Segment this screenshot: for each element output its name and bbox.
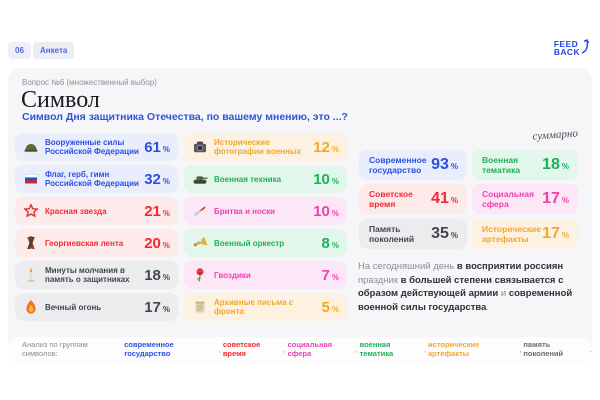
- symbol-card-st-george-ribbon: Георгиевская лента 20%: [15, 229, 178, 257]
- candle-icon: [23, 267, 39, 283]
- symbol-card-flag-anthem: Флаг, герб, гимн Российской Федерации 32…: [15, 165, 178, 193]
- legend-social-sphere: социальная сфера: [287, 340, 335, 358]
- symbol-value: 12%: [313, 138, 339, 156]
- symbol-value: 10%: [313, 202, 339, 220]
- trumpet-icon: [192, 235, 208, 251]
- summary-label: Исторические артефакты: [482, 224, 541, 244]
- symbol-value: 7%: [321, 266, 339, 284]
- legend-memory-of-generations: память поколений: [523, 340, 564, 358]
- symbol-value: 20%: [144, 234, 170, 252]
- summary-card-memory-of-generations: Память поколений 35%: [359, 219, 467, 249]
- summary-label: Социальная сфера: [482, 189, 534, 209]
- symbol-value: 18%: [144, 266, 170, 284]
- symbol-card-historic-photos: Исторические фотографии военных 12%: [184, 133, 347, 161]
- symbol-label: Красная звезда: [45, 206, 107, 216]
- summary-value: 93%: [431, 156, 458, 173]
- summary-value: 17%: [542, 190, 569, 207]
- symbol-label: Флаг, герб, гимн Российской Федерации: [45, 170, 139, 188]
- summary-card-modern-state: Современное государство 93%: [359, 150, 467, 180]
- summary-card-historic-artifacts: Исторические артефакты 17%: [472, 219, 578, 249]
- summary-card-military-theme: Военная тематика 18%: [472, 150, 578, 180]
- symbol-label: Военная техника: [214, 174, 282, 184]
- summary-value: 17%: [542, 225, 569, 242]
- logo-arrow-icon: [581, 39, 590, 54]
- summary-value: 18%: [542, 156, 569, 173]
- symbol-card-eternal-flame: Вечный огонь 17%: [15, 293, 178, 321]
- symbol-value: 32%: [144, 170, 170, 188]
- symbol-label: Вечный огонь: [45, 302, 102, 312]
- feedback-logo-text: FEED BACK: [553, 39, 580, 57]
- question-label: Вопрос №6 (множественный выбор): [22, 78, 157, 87]
- helmet-icon: [23, 139, 39, 155]
- symbol-card-carnations: Гвоздики 7%: [184, 261, 347, 289]
- symbol-card-minute-of-silence: Минуты молчания в память о защитниках 18…: [15, 261, 178, 289]
- summary-value: 41%: [431, 190, 458, 207]
- symbol-label: Вооруженные силы Российской Федерации: [45, 138, 139, 156]
- symbol-card-military-band: Военный оркестр 8%: [184, 229, 347, 257]
- summary-label: Современное государство: [369, 155, 427, 175]
- russian-flag-icon: [23, 171, 39, 187]
- summary-label: Память поколений: [369, 224, 415, 244]
- symbol-label: Гвоздики: [214, 270, 251, 280]
- scroll-icon: [192, 299, 208, 315]
- legend-historic-artifacts: исторические артефакты: [427, 340, 482, 358]
- camera-icon: [192, 139, 208, 155]
- symbol-label: Архивные письма с фронта: [214, 298, 294, 316]
- legend-soviet-era: советское время: [222, 340, 263, 358]
- question-subtitle: Символ Дня защитника Отечества, по вашем…: [22, 111, 348, 123]
- symbol-value: 10%: [313, 170, 339, 188]
- symbol-card-red-star: Красная звезда 21%: [15, 197, 178, 225]
- tank-icon: [192, 171, 208, 187]
- symbol-value: 61%: [144, 138, 170, 156]
- slide-number-badge[interactable]: 06: [8, 42, 31, 59]
- symbol-card-archive-letters: Архивные письма с фронта 5%: [184, 293, 347, 321]
- symbol-value: 21%: [144, 202, 170, 220]
- insight-paragraph: На сегодняшний день в восприятии россиян…: [358, 261, 573, 313]
- groups-legend: Анализ по группам символов: современное …: [8, 337, 592, 361]
- legend-military-theme: военная тематика: [359, 340, 394, 358]
- summary-label: Военная тематика: [482, 155, 521, 175]
- symbol-card-military-vehicles: Военная техника 10%: [184, 165, 347, 193]
- summary-value: 35%: [431, 225, 458, 242]
- ribbon-icon: [23, 235, 39, 251]
- carnation-icon: [192, 267, 208, 283]
- symbol-card-armed-forces: Вооруженные силы Российской Федерации 61…: [15, 133, 178, 161]
- summary-card-soviet-era: Советское время 41%: [359, 184, 467, 214]
- symbol-value: 8%: [321, 234, 339, 252]
- symbol-label: Исторические фотографии военных: [214, 138, 302, 156]
- survey-badge[interactable]: Анкета: [33, 42, 75, 59]
- feedback-logo: FEED BACK: [553, 39, 590, 57]
- symbol-value: 17%: [144, 298, 170, 316]
- razor-icon: [192, 203, 208, 219]
- page-title: Символ: [21, 87, 100, 113]
- summary-label: Советское время: [369, 189, 413, 209]
- red-star-icon: [23, 203, 39, 219]
- symbol-label: Георгиевская лента: [45, 238, 124, 248]
- symbol-card-razor-and-socks: Бритва и носки 10%: [184, 197, 347, 225]
- legend-modern-state: современное государство: [124, 340, 176, 358]
- flame-icon: [23, 299, 39, 315]
- symbol-label: Военный оркестр: [214, 238, 285, 248]
- symbol-label: Минуты молчания в память о защитниках: [45, 266, 130, 284]
- symbol-value: 5%: [321, 298, 339, 316]
- summary-card-social-sphere: Социальная сфера 17%: [472, 184, 578, 214]
- symbol-label: Бритва и носки: [214, 206, 276, 216]
